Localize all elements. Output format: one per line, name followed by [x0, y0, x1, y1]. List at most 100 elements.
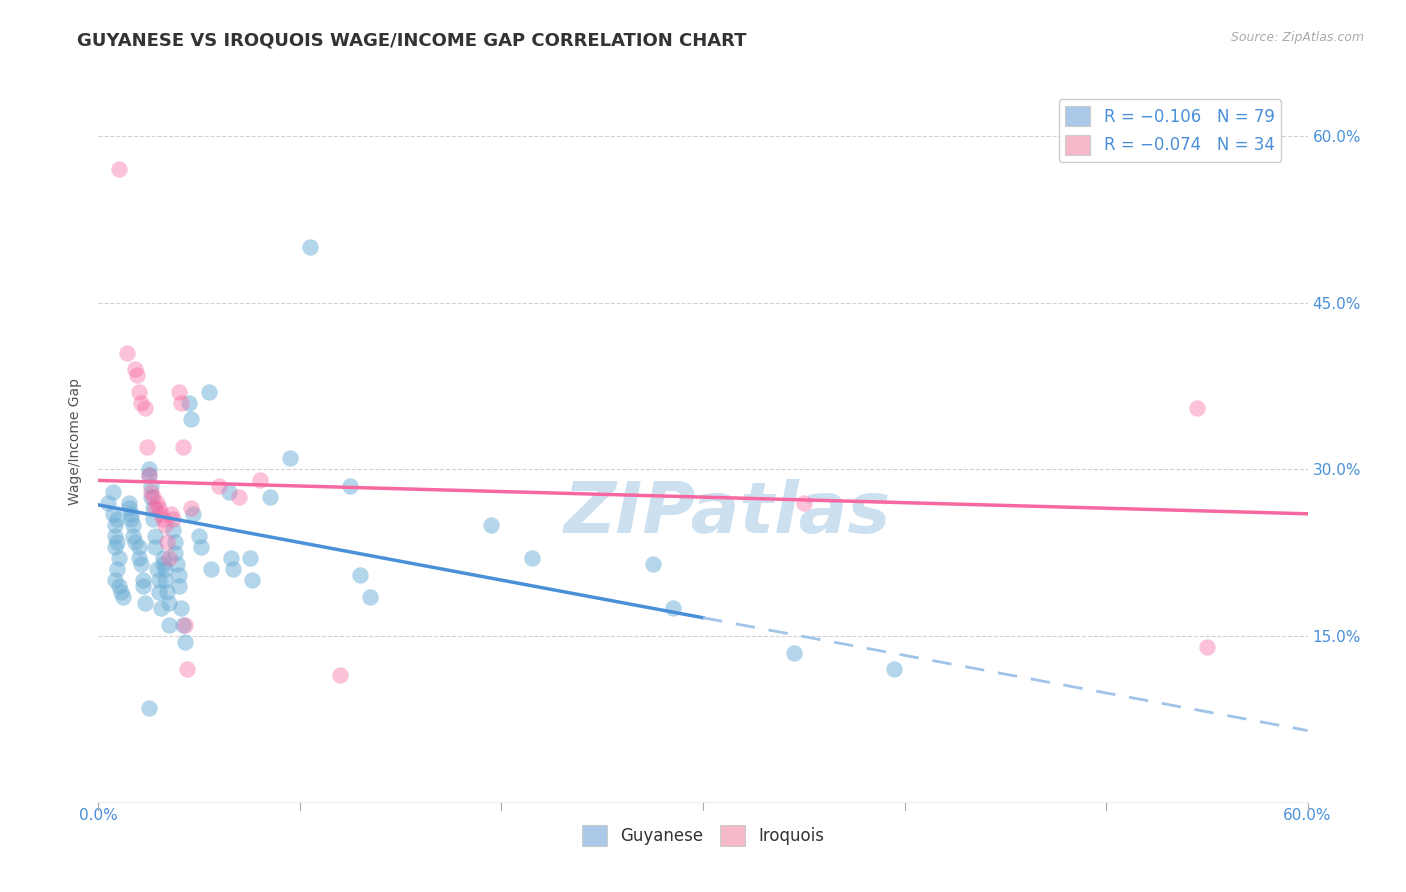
Point [162, 524, 184, 538]
Point [107, 579, 129, 593]
Point [138, 701, 160, 715]
Point [157, 618, 180, 632]
Point [156, 534, 179, 549]
Point [299, 240, 322, 254]
Point [138, 467, 160, 482]
Text: Source: ZipAtlas.com: Source: ZipAtlas.com [1230, 31, 1364, 45]
Point [783, 646, 806, 660]
Point [190, 540, 212, 554]
Point [148, 574, 170, 588]
Point [1195, 640, 1218, 655]
Point [128, 540, 150, 554]
Point [222, 562, 245, 576]
Text: ZIPatlas: ZIPatlas [564, 479, 891, 549]
Point [188, 529, 211, 543]
Point [172, 440, 194, 454]
Point [174, 618, 197, 632]
Point [181, 507, 204, 521]
Point [661, 601, 683, 615]
Point [128, 551, 150, 566]
Point [339, 479, 361, 493]
Point [105, 562, 128, 576]
Point [107, 551, 129, 566]
Point [101, 484, 124, 499]
Point [157, 551, 180, 566]
Point [162, 512, 184, 526]
Point [103, 540, 125, 554]
Point [156, 584, 179, 599]
Point [124, 534, 146, 549]
Point [198, 384, 221, 399]
Point [143, 540, 166, 554]
Point [166, 557, 188, 571]
Point [135, 440, 157, 454]
Point [124, 362, 146, 376]
Point [153, 574, 176, 588]
Point [167, 568, 190, 582]
Point [128, 384, 150, 399]
Point [149, 507, 172, 521]
Point [167, 579, 190, 593]
Point [360, 590, 382, 604]
Point [172, 618, 194, 632]
Point [118, 496, 141, 510]
Point [142, 501, 165, 516]
Point [120, 512, 142, 526]
Point [148, 501, 170, 516]
Point [107, 162, 129, 177]
Point [115, 345, 138, 359]
Point [180, 412, 202, 426]
Point [134, 596, 156, 610]
Point [259, 490, 281, 504]
Point [121, 517, 143, 532]
Point [97, 496, 120, 510]
Point [105, 534, 128, 549]
Point [641, 557, 664, 571]
Point [103, 574, 125, 588]
Point [132, 579, 155, 593]
Point [180, 501, 202, 516]
Point [152, 512, 174, 526]
Legend: Guyanese, Iroquois: Guyanese, Iroquois [575, 819, 831, 852]
Point [139, 484, 162, 499]
Point [1185, 401, 1208, 416]
Point [176, 662, 198, 676]
Point [143, 501, 166, 516]
Point [163, 534, 186, 549]
Point [103, 517, 125, 532]
Point [174, 634, 197, 648]
Point [228, 490, 250, 504]
Point [793, 496, 815, 510]
Point [239, 551, 262, 566]
Point [170, 395, 193, 409]
Point [103, 529, 125, 543]
Point [148, 584, 170, 599]
Point [138, 467, 160, 482]
Point [132, 574, 155, 588]
Point [120, 507, 142, 521]
Point [139, 479, 162, 493]
Point [149, 601, 172, 615]
Point [329, 668, 352, 682]
Point [153, 562, 176, 576]
Point [142, 490, 165, 504]
Point [218, 484, 240, 499]
Point [163, 546, 186, 560]
Point [160, 507, 183, 521]
Point [129, 395, 152, 409]
Point [240, 574, 263, 588]
Point [153, 517, 176, 532]
Point [139, 490, 162, 504]
Point [179, 395, 201, 409]
Point [883, 662, 905, 676]
Point [134, 401, 156, 416]
Point [349, 568, 371, 582]
Point [111, 590, 134, 604]
Point [208, 479, 231, 493]
Point [129, 557, 152, 571]
Point [110, 584, 132, 599]
Point [138, 462, 160, 476]
Point [118, 501, 141, 516]
Point [200, 562, 222, 576]
Point [125, 368, 148, 382]
